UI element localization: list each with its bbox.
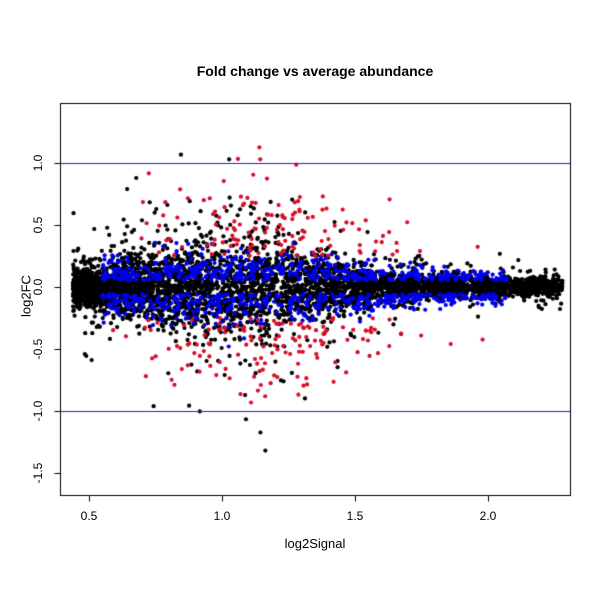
y-tick-label: 0.0 [31,278,45,296]
y-tick-label: -1.5 [31,462,45,484]
x-axis-label: log2Signal [284,536,346,551]
x-tick-label: 0.5 [80,509,98,523]
chart-title: Fold change vs average abundance [196,63,434,79]
x-tick-label: 1.5 [346,509,364,523]
y-tick-label: -0.5 [31,338,45,360]
y-tick-label: -1.0 [31,400,45,422]
x-tick-label: 2.0 [479,509,497,523]
y-tick-label: 1.0 [31,154,45,172]
y-tick-label: 0.5 [31,216,45,234]
x-tick-label: 1.0 [213,509,231,523]
